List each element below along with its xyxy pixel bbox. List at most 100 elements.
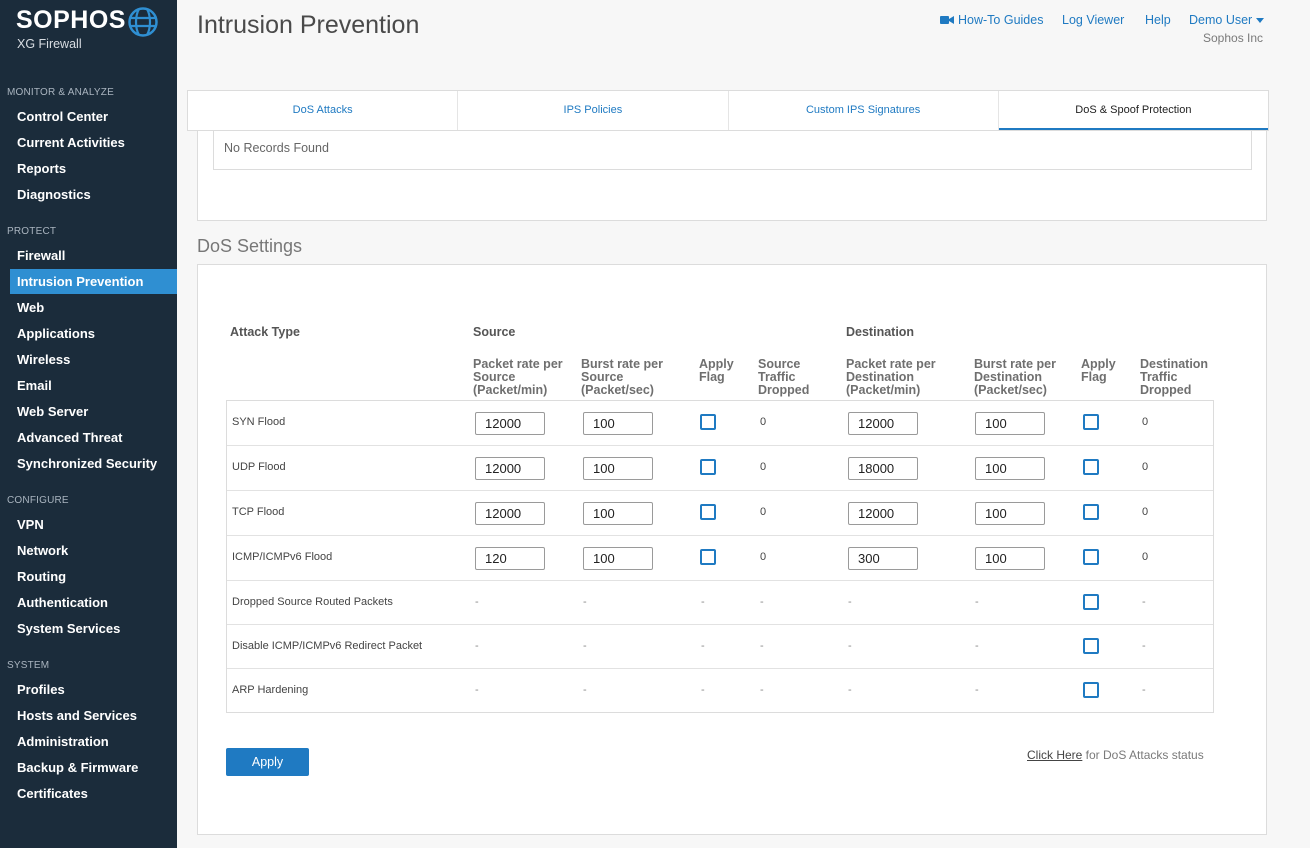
- dos-status-link[interactable]: Click Here: [1027, 748, 1083, 762]
- help-link[interactable]: Help: [1145, 13, 1171, 27]
- sidebar-item-firewall[interactable]: Firewall: [17, 248, 66, 263]
- dst-apply-flag-checkbox[interactable]: [1083, 638, 1099, 654]
- src-packet-rate-input[interactable]: 12000: [475, 457, 545, 480]
- page-title: Intrusion Prevention: [197, 11, 420, 39]
- dst-burst-rate-input[interactable]: 100: [975, 502, 1045, 525]
- header-dst-apply-flag: Apply Flag: [1081, 357, 1116, 384]
- empty-cell: -: [848, 684, 852, 696]
- src-burst-rate-input[interactable]: 100: [583, 457, 653, 480]
- src-apply-flag-checkbox[interactable]: [700, 414, 716, 430]
- sidebar-item-email[interactable]: Email: [17, 378, 52, 393]
- sidebar-item-backup-firmware[interactable]: Backup & Firmware: [17, 760, 139, 775]
- sidebar: SOPHOS XG Firewall MONITOR & ANALYZE Con…: [0, 0, 177, 848]
- dst-apply-flag-checkbox[interactable]: [1083, 594, 1099, 610]
- empty-cell: -: [583, 596, 587, 608]
- empty-cell: -: [975, 596, 979, 608]
- empty-cell: -: [701, 684, 705, 696]
- brand[interactable]: SOPHOS XG Firewall: [16, 6, 166, 56]
- sidebar-item-routing[interactable]: Routing: [17, 569, 67, 584]
- dos-status-note: Click Here for DoS Attacks status: [1027, 748, 1204, 762]
- sidebar-item-current-activities[interactable]: Current Activities: [17, 135, 125, 150]
- how-to-guides-link[interactable]: How-To Guides: [958, 13, 1044, 27]
- header-src-traffic-dropped: Source Traffic Dropped: [758, 357, 810, 397]
- user-menu[interactable]: Demo User: [1189, 13, 1265, 27]
- empty-cell: -: [701, 640, 705, 652]
- empty-cell: -: [760, 640, 764, 652]
- src-packet-rate-input[interactable]: 120: [475, 547, 545, 570]
- sophos-globe-icon: [128, 7, 158, 37]
- dst-apply-flag-checkbox[interactable]: [1083, 549, 1099, 565]
- company-name: Sophos Inc: [1203, 31, 1264, 45]
- sidebar-item-synchronized-security[interactable]: Synchronized Security: [17, 456, 158, 471]
- empty-cell: -: [975, 684, 979, 696]
- sidebar-item-hosts-and-services[interactable]: Hosts and Services: [17, 708, 137, 723]
- dst-packet-rate-input[interactable]: 12000: [848, 412, 918, 435]
- sidebar-item-reports[interactable]: Reports: [17, 161, 67, 176]
- dst-apply-flag-checkbox[interactable]: [1083, 459, 1099, 475]
- table-row: UDP Flood 12000 100 0 18000 100 0: [227, 446, 1213, 491]
- user-name: Demo User: [1189, 13, 1253, 27]
- attack-type-label: ARP Hardening: [232, 684, 309, 696]
- src-traffic-dropped: 0: [760, 506, 767, 518]
- header-dst-packet-rate: Packet rate per Destination (Packet/min): [846, 357, 936, 397]
- sidebar-item-system-services[interactable]: System Services: [17, 621, 121, 636]
- empty-cell: -: [848, 640, 852, 652]
- sidebar-item-web-server[interactable]: Web Server: [17, 404, 89, 419]
- sidebar-item-network[interactable]: Network: [17, 543, 69, 558]
- dos-settings-panel: Attack Type Source Destination Packet ra…: [197, 264, 1267, 835]
- sidebar-item-web[interactable]: Web: [17, 300, 45, 315]
- tab-dos-spoof-protection[interactable]: DoS & Spoof Protection: [998, 91, 1268, 130]
- table-row: ARP Hardening - - - - - - -: [227, 669, 1213, 713]
- sidebar-item-diagnostics[interactable]: Diagnostics: [17, 187, 91, 202]
- dst-apply-flag-checkbox[interactable]: [1083, 504, 1099, 520]
- dst-traffic-dropped: 0: [1142, 506, 1149, 518]
- src-apply-flag-checkbox[interactable]: [700, 549, 716, 565]
- attack-type-label: ICMP/ICMPv6 Flood: [232, 551, 333, 563]
- video-camera-icon: [940, 16, 954, 24]
- tab-dos-attacks[interactable]: DoS Attacks: [188, 91, 459, 130]
- empty-cell: -: [760, 596, 764, 608]
- header-src-burst-rate: Burst rate per Source (Packet/sec): [581, 357, 663, 397]
- dst-apply-flag-checkbox[interactable]: [1083, 414, 1099, 430]
- src-apply-flag-checkbox[interactable]: [700, 504, 716, 520]
- no-records-text: No Records Found: [224, 141, 329, 155]
- dst-burst-rate-input[interactable]: 100: [975, 412, 1045, 435]
- attack-type-label: Dropped Source Routed Packets: [232, 596, 393, 608]
- src-packet-rate-input[interactable]: 12000: [475, 412, 545, 435]
- empty-cell: -: [475, 640, 479, 652]
- attack-type-label: UDP Flood: [232, 461, 286, 473]
- dst-packet-rate-input[interactable]: 300: [848, 547, 918, 570]
- table-row: SYN Flood 12000 100 0 12000 100 0: [227, 401, 1213, 446]
- src-apply-flag-checkbox[interactable]: [700, 459, 716, 475]
- tab-ips-policies[interactable]: IPS Policies: [458, 91, 729, 130]
- sidebar-item-certificates[interactable]: Certificates: [17, 786, 88, 801]
- src-traffic-dropped: 0: [760, 551, 767, 563]
- empty-cell: -: [1142, 640, 1146, 652]
- dst-burst-rate-input[interactable]: 100: [975, 457, 1045, 480]
- nav-section-monitor: MONITOR & ANALYZE: [7, 87, 114, 98]
- header-attack-type: Attack Type: [230, 325, 300, 339]
- src-burst-rate-input[interactable]: 100: [583, 412, 653, 435]
- sidebar-item-wireless[interactable]: Wireless: [17, 352, 71, 367]
- sidebar-item-intrusion-prevention[interactable]: Intrusion Prevention: [10, 269, 177, 294]
- empty-cell: -: [475, 684, 479, 696]
- attack-type-label: TCP Flood: [232, 506, 285, 518]
- src-burst-rate-input[interactable]: 100: [583, 547, 653, 570]
- dst-burst-rate-input[interactable]: 100: [975, 547, 1045, 570]
- sidebar-item-control-center[interactable]: Control Center: [17, 109, 108, 124]
- tab-custom-ips-signatures[interactable]: Custom IPS Signatures: [729, 91, 999, 130]
- header-dst-traffic-dropped: Destination Traffic Dropped: [1140, 357, 1209, 397]
- apply-button[interactable]: Apply: [226, 748, 309, 776]
- sidebar-item-applications[interactable]: Applications: [17, 326, 96, 341]
- log-viewer-link[interactable]: Log Viewer: [1062, 13, 1125, 27]
- sidebar-item-advanced-threat[interactable]: Advanced Threat: [17, 430, 123, 445]
- dst-apply-flag-checkbox[interactable]: [1083, 682, 1099, 698]
- dst-packet-rate-input[interactable]: 12000: [848, 502, 918, 525]
- src-packet-rate-input[interactable]: 12000: [475, 502, 545, 525]
- dst-packet-rate-input[interactable]: 18000: [848, 457, 918, 480]
- sidebar-item-profiles[interactable]: Profiles: [17, 682, 65, 697]
- sidebar-item-administration[interactable]: Administration: [17, 734, 109, 749]
- src-burst-rate-input[interactable]: 100: [583, 502, 653, 525]
- sidebar-item-authentication[interactable]: Authentication: [17, 595, 108, 610]
- sidebar-item-vpn[interactable]: VPN: [17, 517, 44, 532]
